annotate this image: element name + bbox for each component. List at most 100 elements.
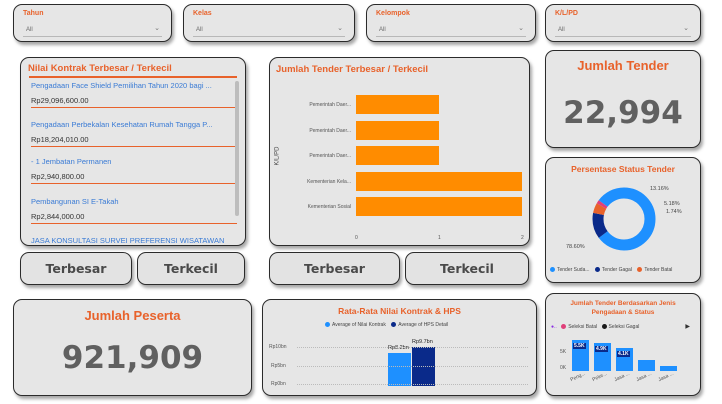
gridline xyxy=(297,347,528,348)
x-tick-label: 2 xyxy=(521,235,524,241)
y-tick-label: Kementerian Sosial xyxy=(307,204,351,210)
terkecil-button-2[interactable]: Terkecil xyxy=(405,252,529,285)
list-separator xyxy=(31,107,237,108)
slicer-value[interactable]: All xyxy=(558,27,565,33)
kontrak-title: Nilai Kontrak Terbesar / Terkecil xyxy=(28,63,172,74)
slicer-kelompok[interactable]: Kelompok All ⌄ xyxy=(366,4,536,42)
slicer-value[interactable]: All xyxy=(196,27,203,33)
slicer-title: K/L/PD xyxy=(555,10,578,17)
list-item[interactable]: JASA KONSULTASI SURVEI PREFERENSI WISATA… xyxy=(31,236,237,245)
gridline xyxy=(297,366,528,367)
list-item[interactable]: Pembangunan SI E-Takah Rp2,844,000.00 xyxy=(31,197,237,221)
scrollbar[interactable] xyxy=(235,81,239,216)
slicer-value[interactable]: All xyxy=(379,27,386,33)
x-tick-label: Peng... xyxy=(569,370,587,384)
y-tick: 5K xyxy=(560,349,567,355)
x-tick-label: Jasa ... xyxy=(613,370,631,384)
y-tick-label: Pemerintah Daer... xyxy=(309,153,351,159)
slicer-title: Kelas xyxy=(193,10,212,17)
donut-label: 5.18% xyxy=(664,201,680,207)
terkecil-button[interactable]: Terkecil xyxy=(137,252,245,285)
list-item-value: Rp29,096,600.00 xyxy=(31,96,89,105)
x-tick-label: 0 xyxy=(355,235,358,241)
status-donut-card: Persentase Status Tender 13.16% 5.18% 1.… xyxy=(545,157,701,283)
jumlah-tender-title: Jumlah Tender xyxy=(577,58,669,73)
donut-slice xyxy=(592,187,656,251)
y-tick: 0K xyxy=(560,365,567,371)
slicer-title: Kelompok xyxy=(376,10,410,17)
jumlah-peserta-value: 921,909 xyxy=(61,340,204,376)
slicer-underline xyxy=(555,36,691,37)
jenis-title-line1: Jumlah Tender Berdasarkan Jenis xyxy=(570,300,676,307)
list-item-name: - 1 Jembatan Permanen xyxy=(31,157,112,166)
hps-plot-area: Rp8.2bn Rp9.7bn xyxy=(263,300,536,395)
jumlah-peserta-title: Jumlah Peserta xyxy=(84,308,181,323)
legend-next-icon[interactable]: ▶ xyxy=(685,324,690,330)
bar xyxy=(356,120,439,140)
status-legend: Tender Suda... Tender Gagal Tender Batal xyxy=(550,267,672,273)
terbesar-button[interactable]: Terbesar xyxy=(20,252,132,285)
kontrak-list-card: Nilai Kontrak Terbesar / Terkecil Pengad… xyxy=(20,57,246,246)
tender-bar-chart-card: Jumlah Tender Terbesar / Terkecil K/L/PD… xyxy=(269,57,530,246)
data-label: Rp8.2bn xyxy=(388,345,409,352)
list-separator xyxy=(31,146,237,147)
donut-chart xyxy=(592,187,656,251)
bar xyxy=(356,171,522,191)
chevron-down-icon[interactable]: ⌄ xyxy=(518,25,524,32)
y-tick-label: Pemerintah Daer... xyxy=(309,127,351,134)
chevron-down-icon[interactable]: ⌄ xyxy=(683,25,689,32)
title-underline xyxy=(29,76,237,78)
slicer-underline xyxy=(376,36,526,37)
donut-label: 1.74% xyxy=(666,209,682,215)
bar xyxy=(638,359,655,371)
hps-chart-card: Rata-Rata Nilai Kontrak & HPS Average of… xyxy=(262,299,537,396)
bar xyxy=(660,366,677,371)
slicer-klpd[interactable]: K/L/PD All ⌄ xyxy=(545,4,701,42)
bar xyxy=(388,353,411,386)
bar xyxy=(356,95,439,114)
list-item[interactable]: Pengadaan Face Shield Pemilihan Tahun 20… xyxy=(31,81,237,105)
terbesar-button-2[interactable]: Terbesar xyxy=(269,252,400,285)
jenis-chart-card: Jumlah Tender Berdasarkan Jenis Pengadaa… xyxy=(545,293,701,396)
jenis-title-line2: Pengadaan & Status xyxy=(591,309,655,316)
donut-label: 13.16% xyxy=(650,186,669,192)
jenis-legend: ●.. Seleksi Batal Seleksi Gagal xyxy=(551,324,640,330)
status-title: Persentase Status Tender xyxy=(571,164,675,174)
tender-plot-area: Pemerintah Daer... Pemerintah Daer... Peme… xyxy=(270,58,529,245)
y-tick: Rp0bn xyxy=(271,381,286,387)
slicer-underline xyxy=(193,36,345,37)
y-tick: Rp10bn xyxy=(269,344,287,350)
slicer-title: Tahun xyxy=(23,10,44,17)
list-separator xyxy=(31,223,237,224)
bar xyxy=(356,146,439,165)
list-item-value: Rp2,940,800.00 xyxy=(31,172,85,181)
jumlah-peserta-card: Jumlah Peserta 921,909 xyxy=(13,299,252,396)
data-label: 4.9K xyxy=(595,346,608,353)
donut-slice xyxy=(592,187,656,251)
slicer-underline xyxy=(23,36,162,37)
slicer-tahun[interactable]: Tahun All ⌄ xyxy=(13,4,172,42)
y-tick: Rp5bn xyxy=(271,363,286,369)
x-tick-label: 1 xyxy=(438,235,441,241)
x-tick-label: Jasa ... xyxy=(635,370,653,384)
x-tick-label: Jasa ... xyxy=(657,370,675,384)
data-label: 4.1K xyxy=(617,350,630,357)
data-label: 5.5K xyxy=(573,343,586,349)
x-tick-label: Peke... xyxy=(591,370,609,384)
donut-label: 78.60% xyxy=(566,244,585,250)
list-item[interactable]: - 1 Jembatan Permanen Rp2,940,800.00 xyxy=(31,157,237,181)
list-item-name: Pembangunan SI E-Takah xyxy=(31,197,119,206)
jumlah-tender-value: 22,994 xyxy=(563,95,683,131)
gridline xyxy=(297,384,528,385)
list-item[interactable]: Pengadaan Perbekalan Kesehatan Rumah Tan… xyxy=(31,120,237,144)
tender-chart-title: Jumlah Tender Terbesar / Terkecil xyxy=(276,64,429,75)
slicer-value[interactable]: All xyxy=(26,27,33,33)
data-label: Rp9.7bn xyxy=(412,339,433,346)
slicer-kelas[interactable]: Kelas All ⌄ xyxy=(183,4,355,42)
list-item-name: JASA KONSULTASI SURVEI PREFERENSI WISATA… xyxy=(31,236,225,245)
chevron-down-icon[interactable]: ⌄ xyxy=(337,25,343,32)
y-tick-label: Pemerintah Daer... xyxy=(309,102,351,108)
list-item-value: Rp18,204,010.00 xyxy=(31,135,89,144)
chevron-down-icon[interactable]: ⌄ xyxy=(154,25,160,32)
jumlah-tender-card: Jumlah Tender 22,994 xyxy=(545,50,701,148)
